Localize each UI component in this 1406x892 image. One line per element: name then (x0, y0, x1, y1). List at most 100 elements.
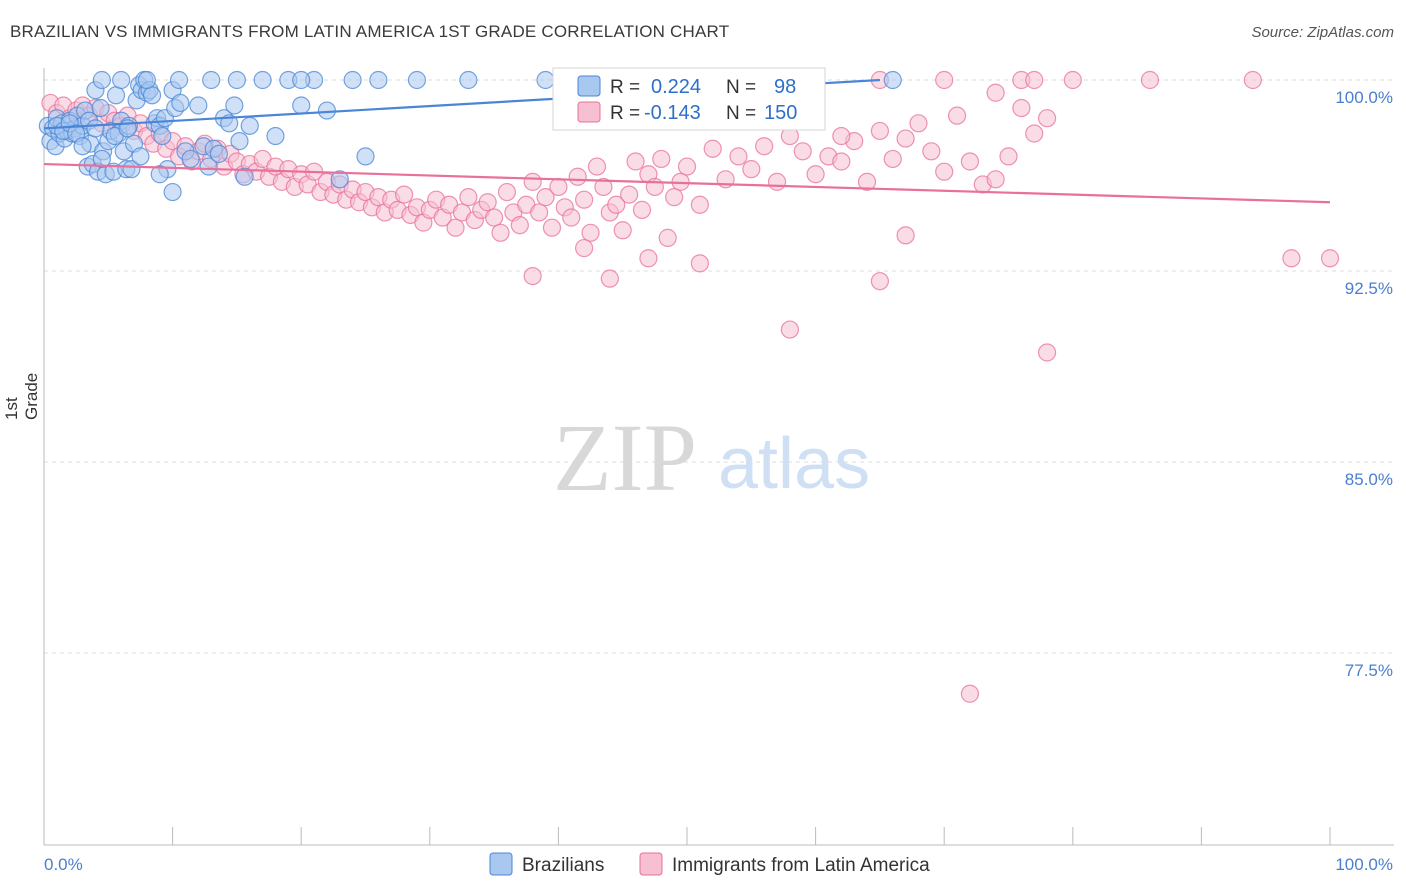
legend-swatch-pink (577, 101, 601, 123)
immigrants-point-140 (1243, 70, 1262, 90)
immigrants-point-90 (620, 185, 639, 204)
immigrants-point-79 (549, 177, 568, 197)
immigrants-point-123 (986, 170, 1005, 189)
immigrants-point-127 (1037, 109, 1057, 128)
brazilians-point-64 (253, 70, 272, 90)
series-legend: Brazilians Immigrants from Latin America (489, 852, 930, 876)
brazilians-point-72 (356, 147, 375, 166)
immigrants-point-117 (909, 114, 928, 133)
brazilians-point-69 (317, 101, 337, 120)
immigrants-point-65 (459, 188, 478, 207)
trend-line-immigrants (43, 162, 1331, 204)
brazilians-point-83 (536, 70, 555, 90)
immigrants-point-89 (613, 221, 632, 240)
immigrants-point-125 (1012, 98, 1031, 118)
immigrants-point-77 (536, 188, 555, 207)
immigrants-point-138 (1063, 70, 1082, 90)
immigrants-point-124 (999, 147, 1018, 166)
brazilians-point-96 (150, 165, 169, 184)
immigrants-point-105 (755, 137, 774, 156)
legend-n-value-pink: 150 (764, 102, 797, 124)
brazilians-point-71 (343, 70, 362, 90)
brazilians-point-65 (266, 126, 285, 146)
immigrants-point-106 (767, 172, 787, 191)
series-legend-swatch-brazilians (489, 852, 513, 876)
immigrants-point-134 (870, 272, 890, 291)
brazilians-point-45 (153, 126, 172, 146)
immigrants-point-78 (542, 218, 562, 237)
series-immigrants-points (41, 70, 1340, 703)
immigrants-point-147 (896, 226, 915, 245)
immigrants-point-130 (523, 266, 542, 286)
immigrants-point-63 (446, 218, 465, 237)
brazilians-point-61 (230, 132, 249, 151)
legend-r-value-pink: -0.143 (644, 102, 701, 124)
immigrants-point-114 (870, 121, 890, 141)
immigrants-point-91 (626, 152, 645, 171)
source-label: Source: ZipAtlas.com (1251, 24, 1394, 41)
immigrants-point-113 (857, 172, 877, 191)
brazilians-point-89 (73, 137, 92, 156)
immigrants-point-126 (1025, 124, 1044, 143)
immigrants-point-116 (896, 129, 915, 148)
immigrants-point-104 (742, 160, 761, 179)
immigrants-point-139 (1140, 70, 1160, 90)
immigrants-point-111 (832, 152, 851, 171)
brazilians-point-52 (181, 149, 200, 169)
y-tick-label-0: 100.0% (1335, 88, 1393, 107)
immigrants-point-86 (594, 177, 613, 197)
tick-labels: 100.0% 92.5% 85.0% 77.5% 0.0% 100.0% (44, 88, 1393, 874)
brazilians-point-60 (225, 96, 244, 115)
immigrants-point-100 (690, 195, 709, 214)
legend-swatch-blue (577, 75, 601, 97)
y-tick-label-3: 77.5% (1345, 661, 1393, 680)
legend-r-label-pink: R = (610, 103, 640, 124)
immigrants-point-133 (780, 320, 799, 339)
brazilians-point-91 (86, 119, 105, 138)
immigrants-point-71 (497, 182, 517, 202)
brazilians-point-80 (292, 70, 311, 90)
legend-n-label-pink: N = (726, 103, 756, 124)
brazilians-point-74 (92, 70, 111, 90)
brazilians-point-67 (292, 96, 311, 115)
immigrants-point-141 (1320, 249, 1340, 268)
brazilians-point-79 (227, 70, 246, 90)
legend-n-label-blue: N = (726, 77, 756, 98)
brazilians-point-73 (369, 70, 388, 90)
brazilians-point-50 (171, 93, 190, 113)
chart-title: BRAZILIAN VS IMMIGRANTS FROM LATIN AMERI… (10, 22, 730, 41)
series-legend-label-brazilians: Brazilians (522, 855, 604, 876)
immigrants-point-135 (1037, 343, 1057, 362)
immigrants-point-101 (703, 139, 722, 158)
immigrants-point-118 (922, 142, 941, 161)
legend-r-value-blue: 0.224 (651, 76, 701, 98)
y-tick-label-1: 92.5% (1345, 279, 1393, 298)
brazilians-point-70 (330, 170, 349, 189)
stats-legend: R = 0.224 N = 98 R = -0.143 N = 150 (552, 67, 826, 131)
brazilians-point-77 (169, 70, 189, 90)
immigrants-point-129 (575, 238, 594, 258)
immigrants-point-70 (491, 223, 510, 242)
immigrants-point-103 (729, 147, 748, 166)
brazilians-point-62 (235, 167, 254, 186)
immigrants-point-83 (575, 190, 594, 209)
immigrants-point-92 (632, 200, 652, 219)
brazilians-point-59 (220, 114, 239, 133)
immigrants-point-99 (677, 157, 697, 176)
immigrants-point-121 (960, 152, 980, 171)
immigrants-point-131 (600, 269, 619, 288)
immigrants-point-68 (478, 193, 497, 212)
watermark-zip: ZIP (553, 404, 697, 511)
immigrants-point-144 (1025, 70, 1044, 90)
immigrants-point-73 (510, 216, 529, 235)
watermark-atlas: atlas (718, 424, 870, 504)
immigrants-point-108 (793, 142, 812, 161)
brazilians-point-95 (131, 147, 150, 166)
immigrants-point-128 (986, 83, 1005, 102)
x-tick-label-0: 0.0% (44, 855, 83, 874)
axes (43, 68, 1394, 846)
brazilians-point-21 (91, 98, 110, 118)
immigrants-point-119 (935, 162, 954, 181)
series-brazilians-points (38, 70, 902, 202)
